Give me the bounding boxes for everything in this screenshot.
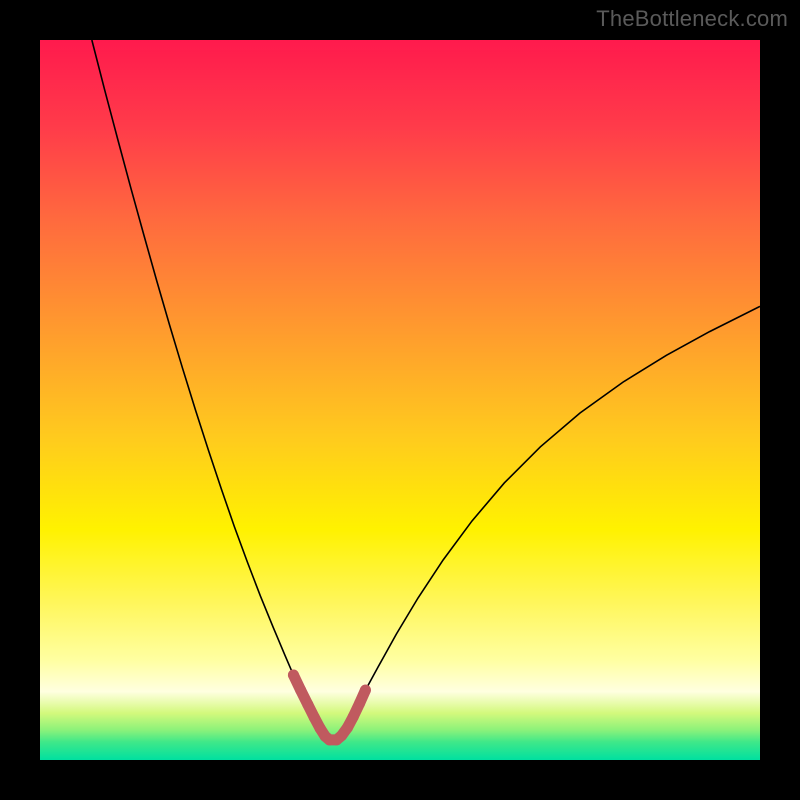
valley-right-dot (342, 722, 353, 733)
valley-left-dot (302, 699, 313, 710)
valley-right-dot (354, 698, 365, 709)
valley-right-dot (360, 685, 371, 696)
chart-svg (40, 40, 760, 760)
watermark-text: TheBottleneck.com (596, 6, 788, 32)
valley-right-dot (348, 711, 359, 722)
outer-frame: TheBottleneck.com (0, 0, 800, 800)
valley-left-dot (288, 670, 299, 681)
valley-left-dot (295, 685, 306, 696)
valley-left-dot (309, 712, 320, 723)
chart-plot (40, 40, 760, 760)
chart-background (40, 40, 760, 760)
